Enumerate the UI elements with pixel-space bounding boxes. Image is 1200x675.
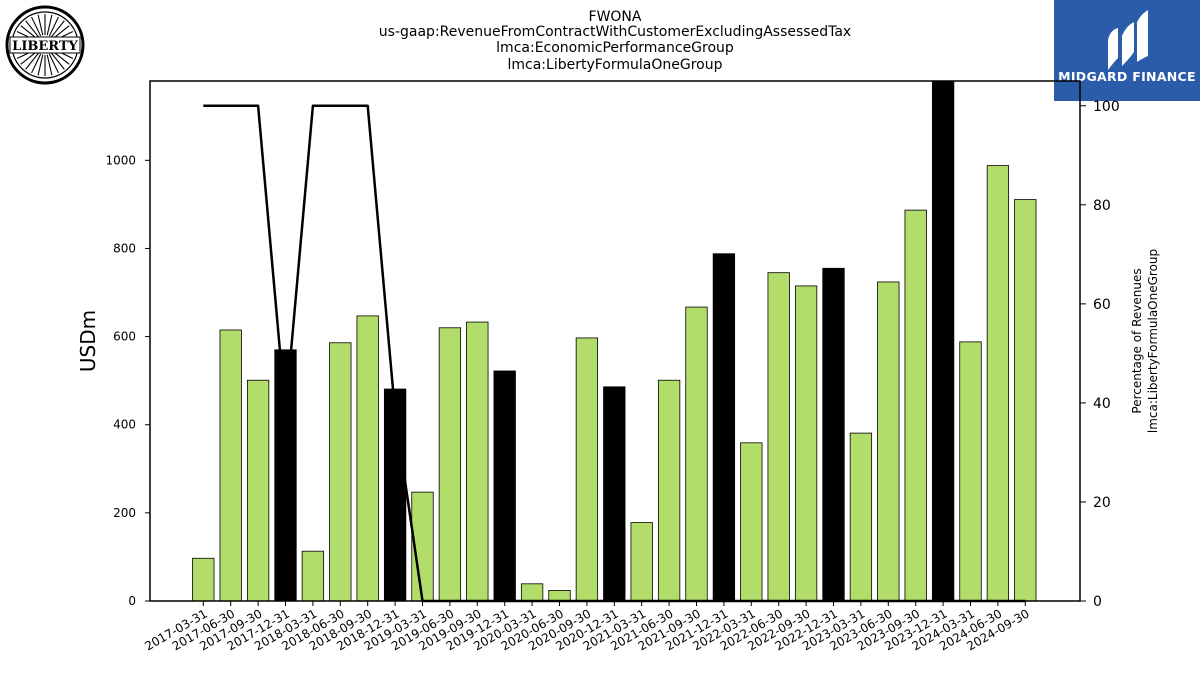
left-tick-label: 600: [113, 330, 136, 344]
liberty-logo-ray: [31, 53, 42, 74]
left-tick-label: 800: [113, 241, 136, 255]
liberty-logo-ray: [46, 14, 53, 36]
bar: [822, 267, 845, 602]
liberty-logo-ray: [46, 54, 53, 76]
midgard-logo: MIDGARD FINANCE: [1054, 0, 1200, 101]
y-axis-label-right-line-2: lmca:LibertyFormulaOneGroup: [1146, 249, 1160, 433]
bar: [1014, 199, 1037, 602]
liberty-logo-ray: [37, 14, 44, 36]
liberty-logo-ray: [50, 52, 65, 70]
bar: [246, 379, 270, 602]
chart-title: FWONA us-gaap:RevenueFromContractWithCus…: [379, 9, 851, 73]
left-y-axis: 0 200 400 600 800 1000: [105, 153, 150, 608]
left-tick-label: 0: [128, 594, 136, 608]
bar: [192, 557, 215, 602]
right-y-axis: 0 20 40 60 80 100: [1080, 99, 1120, 610]
bar: [274, 349, 297, 602]
right-tick-label: 40: [1093, 396, 1111, 412]
bar: [849, 432, 873, 602]
right-tick-label: 60: [1093, 297, 1111, 313]
right-tick-label: 20: [1093, 495, 1111, 511]
y-axis-label-right-line-1: Percentage of Revenues: [1130, 268, 1144, 413]
bar: [219, 329, 242, 602]
bar: [301, 550, 325, 602]
bar: [767, 272, 790, 602]
liberty-logo-banner: [9, 36, 81, 54]
title-line-1: FWONA: [589, 9, 642, 25]
liberty-logo-text: LIBERTY: [12, 39, 78, 54]
right-tick-label: 100: [1093, 99, 1120, 115]
liberty-logo-ray: [48, 16, 59, 37]
plot-frame: [149, 80, 1081, 602]
bar: [986, 165, 1010, 602]
bar-series: [192, 80, 1037, 602]
liberty-logo-ray: [37, 54, 44, 76]
liberty-logo-ray: [25, 20, 40, 38]
liberty-logo-ray: [48, 53, 59, 74]
bar: [931, 80, 955, 602]
bar: [959, 341, 982, 602]
left-tick-label: 1000: [105, 153, 136, 167]
midgard-logo-mark-icon: [1108, 10, 1148, 70]
bar: [877, 281, 900, 602]
bar: [493, 370, 516, 602]
midgard-logo-text: MIDGARD FINANCE: [1058, 69, 1196, 84]
right-tick-label: 80: [1093, 198, 1111, 214]
bar: [740, 442, 763, 602]
left-tick-label: 400: [113, 418, 136, 432]
plot-area: 0 200 400 600 800 1000 0 20 40 60 80 100 2017-03-3…: [105, 80, 1120, 653]
bar: [685, 306, 708, 602]
title-line-2: us-gaap:RevenueFromContractWithCustomerE…: [379, 24, 851, 40]
bar: [466, 321, 489, 602]
bar: [794, 285, 818, 602]
liberty-logo-ray: [31, 16, 42, 37]
bar: [520, 583, 544, 602]
bar: [548, 590, 571, 602]
bar: [329, 342, 352, 602]
bar: [657, 379, 681, 602]
bar: [630, 522, 653, 602]
left-tick-label: 200: [113, 506, 136, 520]
bar: [438, 327, 462, 602]
x-axis: 2017-03-312017-06-302017-09-302017-12-31…: [142, 601, 1032, 653]
title-line-3: lmca:EconomicPerformanceGroup: [496, 40, 734, 56]
bar: [356, 315, 379, 602]
liberty-logo-ray: [25, 52, 40, 70]
right-tick-label: 0: [1093, 594, 1102, 610]
liberty-logo: LIBERTY: [5, 5, 85, 85]
y-axis-label-left: USDm: [76, 310, 100, 372]
liberty-logo-ray: [50, 20, 65, 38]
title-line-4: lmca:LibertyFormulaOneGroup: [508, 57, 723, 73]
bar: [575, 337, 599, 602]
bar: [712, 253, 736, 602]
bar: [603, 386, 626, 602]
bar: [904, 209, 927, 602]
